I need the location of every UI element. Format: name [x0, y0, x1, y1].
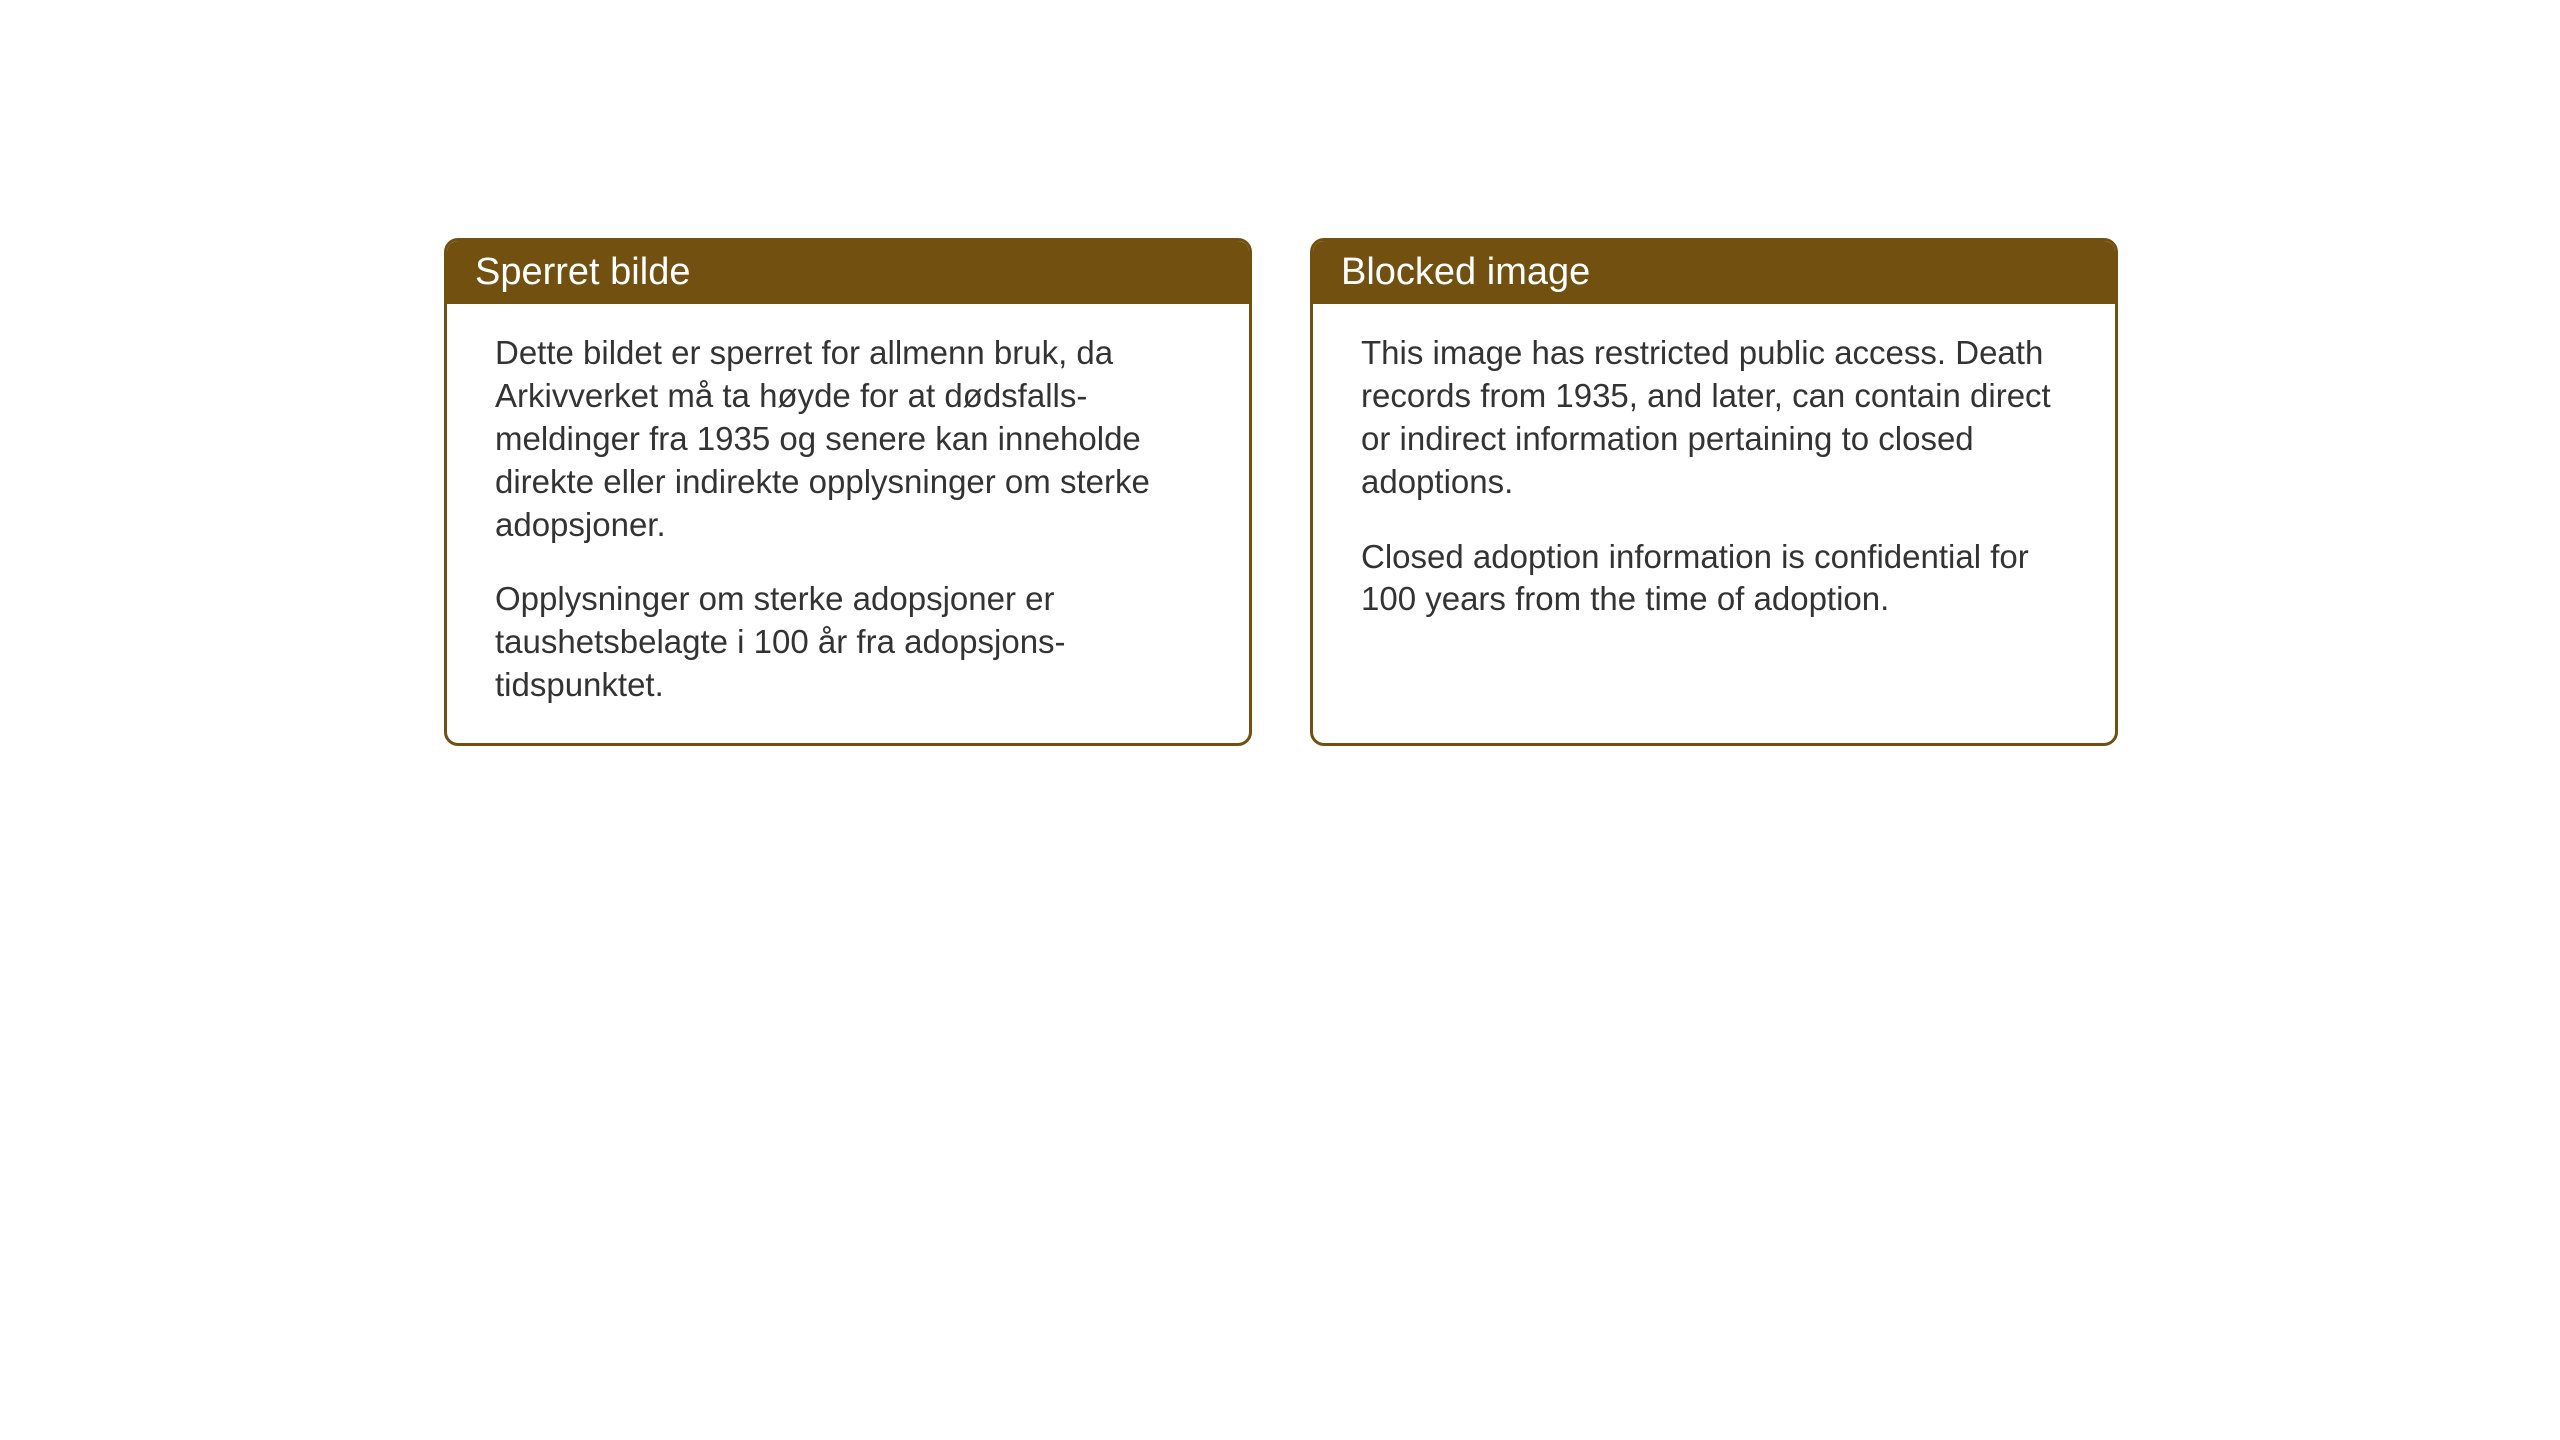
card-paragraph-english-2: Closed adoption information is confident… — [1361, 536, 2067, 622]
notice-container: Sperret bilde Dette bildet er sperret fo… — [444, 238, 2118, 746]
card-header-norwegian: Sperret bilde — [447, 241, 1249, 304]
card-header-english: Blocked image — [1313, 241, 2115, 304]
card-paragraph-english-1: This image has restricted public access.… — [1361, 332, 2067, 504]
card-title-norwegian: Sperret bilde — [475, 251, 690, 293]
notice-card-norwegian: Sperret bilde Dette bildet er sperret fo… — [444, 238, 1252, 746]
card-paragraph-norwegian-1: Dette bildet er sperret for allmenn bruk… — [495, 332, 1201, 546]
card-body-norwegian: Dette bildet er sperret for allmenn bruk… — [447, 304, 1249, 743]
card-title-english: Blocked image — [1341, 251, 1590, 293]
card-paragraph-norwegian-2: Opplysninger om sterke adopsjoner er tau… — [495, 578, 1201, 707]
card-body-english: This image has restricted public access.… — [1313, 304, 2115, 657]
notice-card-english: Blocked image This image has restricted … — [1310, 238, 2118, 746]
